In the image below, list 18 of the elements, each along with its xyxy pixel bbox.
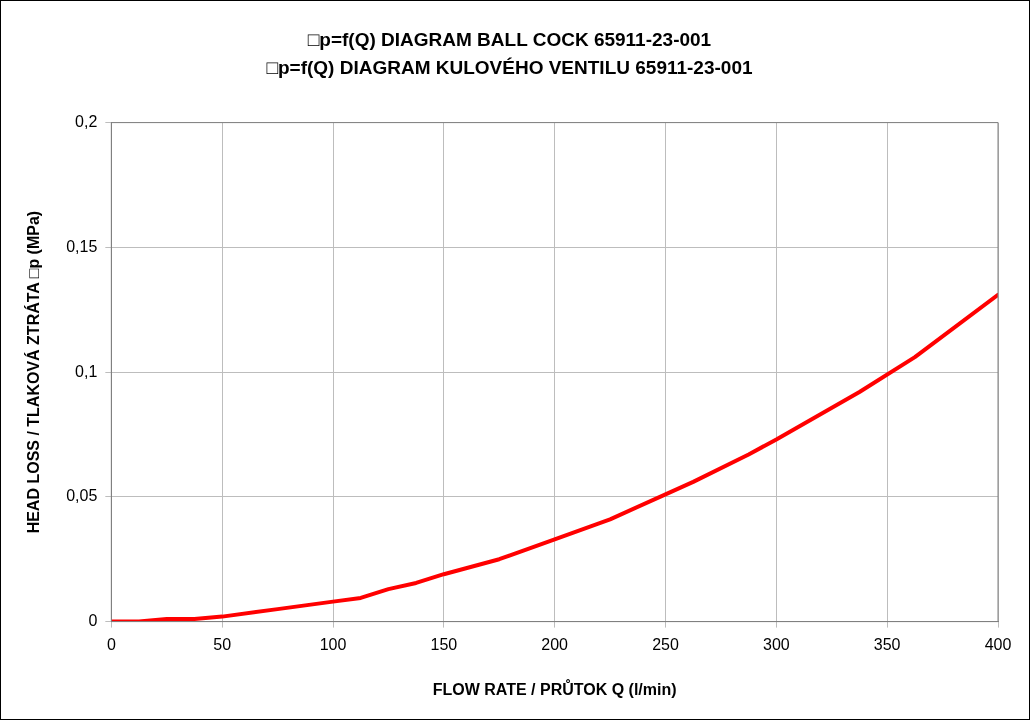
y-tick-label: 0,15 [66,237,98,255]
x-tick-label: 0 [106,635,116,653]
chart-subtitle: □p=f(Q) DIAGRAM KULOVÉHO VENTILU 65911-23-001 [266,57,753,79]
x-tick-label: 250 [652,635,679,653]
x-tick-label: 100 [319,635,347,653]
x-tick-label: 350 [873,635,901,653]
y-tick-label: 0,2 [75,113,98,131]
x-tick-label: 50 [213,635,232,653]
y-tick-label: 0,1 [75,362,98,380]
y-axis-title: HEAD LOSS / TLAKOVÁ ZTRÁTA □p (MPa) [24,210,43,534]
x-axis-title: FLOW RATE / PRŮTOK Q (l/min) [432,678,677,698]
y-tick-label: 0,05 [66,487,98,505]
x-tick-label: 150 [430,635,458,653]
x-tick-label: 200 [541,635,569,653]
y-tick-label: 0 [88,612,98,630]
chart-title: □p=f(Q) DIAGRAM BALL COCK 65911-23-001 [307,28,712,50]
x-tick-label: 300 [762,635,790,653]
x-tick-label: 400 [984,635,1012,653]
